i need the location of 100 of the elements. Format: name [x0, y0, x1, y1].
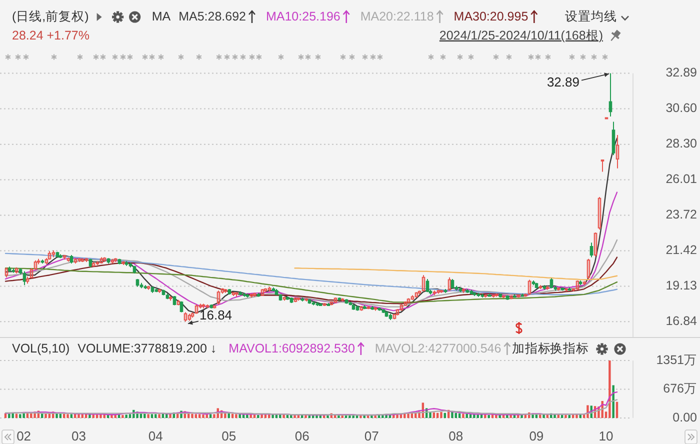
- candlestick: [168, 295, 172, 302]
- x-tick-label: 07: [364, 428, 379, 444]
- candlestick: [26, 276, 30, 284]
- bar: [191, 414, 194, 418]
- candlestick: [238, 290, 242, 296]
- candlestick: [202, 303, 206, 309]
- candlestick: [338, 297, 342, 302]
- candlestick: [360, 306, 364, 312]
- bar: [257, 415, 260, 418]
- line-series: [4, 399, 618, 416]
- candlestick: [374, 306, 378, 312]
- candlestick: [210, 304, 214, 309]
- bar: [224, 412, 226, 418]
- candlestick: [410, 294, 414, 300]
- candlestick: [12, 268, 16, 274]
- candlestick: [124, 260, 128, 266]
- bar: [326, 415, 329, 418]
- candlestick: [586, 258, 590, 280]
- candlestick: [172, 295, 176, 306]
- candlestick: [600, 159, 604, 172]
- candlestick: [396, 308, 400, 316]
- candlestick: [250, 293, 254, 298]
- candlestick: [436, 289, 440, 294]
- candlestick: [392, 313, 396, 320]
- y-tick-label: 21.42: [666, 243, 698, 258]
- x-tick-label: 04: [148, 428, 163, 444]
- candlestick: [568, 286, 572, 292]
- candlestick: [242, 292, 246, 298]
- candlestick: [194, 304, 198, 314]
- bar: [374, 415, 376, 418]
- bar: [382, 415, 384, 418]
- candlestick: [510, 294, 514, 300]
- line-series: [4, 192, 618, 312]
- annotation: 16.84: [200, 308, 232, 323]
- candlestick: [348, 302, 352, 306]
- candlestick: [362, 304, 366, 310]
- candlestick: [48, 250, 52, 260]
- candlestick: [14, 266, 18, 274]
- bar: [462, 414, 464, 418]
- candlestick: [418, 290, 422, 295]
- candlestick: [426, 278, 430, 293]
- y-tick-label: 16.84: [666, 314, 698, 328]
- candlestick: [582, 280, 586, 286]
- candlestick: [162, 289, 166, 296]
- legend-label: MAVOL1:6092892.530: [228, 341, 355, 356]
- candlestick: [34, 260, 38, 270]
- candlestick: [224, 288, 228, 294]
- candlestick: [494, 293, 498, 298]
- text: VOLUME:3778819.200 ↓: [78, 341, 217, 356]
- bar: [202, 414, 204, 418]
- candlestick: [212, 304, 216, 309]
- candlestick: [492, 294, 496, 298]
- candlestick: [300, 297, 304, 302]
- bar: [150, 414, 154, 418]
- candlestick: [422, 274, 426, 292]
- candlestick: [4, 266, 8, 278]
- candlestick: [560, 286, 564, 292]
- candlestick: [272, 286, 276, 292]
- candlestick: [378, 307, 382, 312]
- candlestick: [388, 313, 392, 320]
- legend-label: MA5:28.692: [178, 9, 246, 24]
- bar: [231, 414, 234, 418]
- y-tick-label: 23.72: [666, 208, 698, 222]
- line-series: [4, 256, 618, 304]
- candlestick: [450, 278, 454, 289]
- candlestick: [92, 261, 96, 268]
- candlestick: [190, 312, 194, 318]
- y-tick-label: 19.13: [666, 278, 698, 293]
- candlestick: [122, 260, 126, 266]
- candlestick: [312, 300, 316, 306]
- legend-title: VOL(5,10): [12, 341, 70, 356]
- candlestick: [572, 288, 576, 292]
- candlestick: [88, 258, 92, 268]
- bar: [286, 415, 289, 418]
- legend-label: MAVOL2:4277000.546: [374, 341, 502, 356]
- candlestick: [612, 121, 616, 156]
- candlestick: [114, 258, 118, 262]
- candlestick: [546, 285, 550, 290]
- candlestick: [340, 298, 344, 302]
- candlestick: [132, 265, 136, 274]
- candlestick: [22, 270, 26, 286]
- legend-label: MA20:22.118: [360, 9, 434, 24]
- candlestick: [528, 279, 532, 295]
- candlestick: [136, 278, 140, 288]
- candlestick: [80, 258, 84, 262]
- candlestick: [78, 258, 82, 262]
- candlestick: [66, 257, 70, 262]
- x-tick-label: 06: [294, 428, 310, 444]
- candlestick: [462, 288, 466, 294]
- bar: [608, 360, 611, 418]
- y-tick-label: 26.01: [666, 172, 698, 186]
- candlestick: [448, 276, 452, 292]
- bar: [122, 415, 124, 418]
- candlestick: [590, 242, 594, 258]
- candlestick: [516, 294, 520, 298]
- bar: [568, 415, 570, 418]
- y-tick-label: 676万: [663, 382, 697, 396]
- legend-label: MA30:20.995: [454, 9, 528, 24]
- candlestick: [70, 254, 74, 264]
- candlestick: [472, 292, 476, 296]
